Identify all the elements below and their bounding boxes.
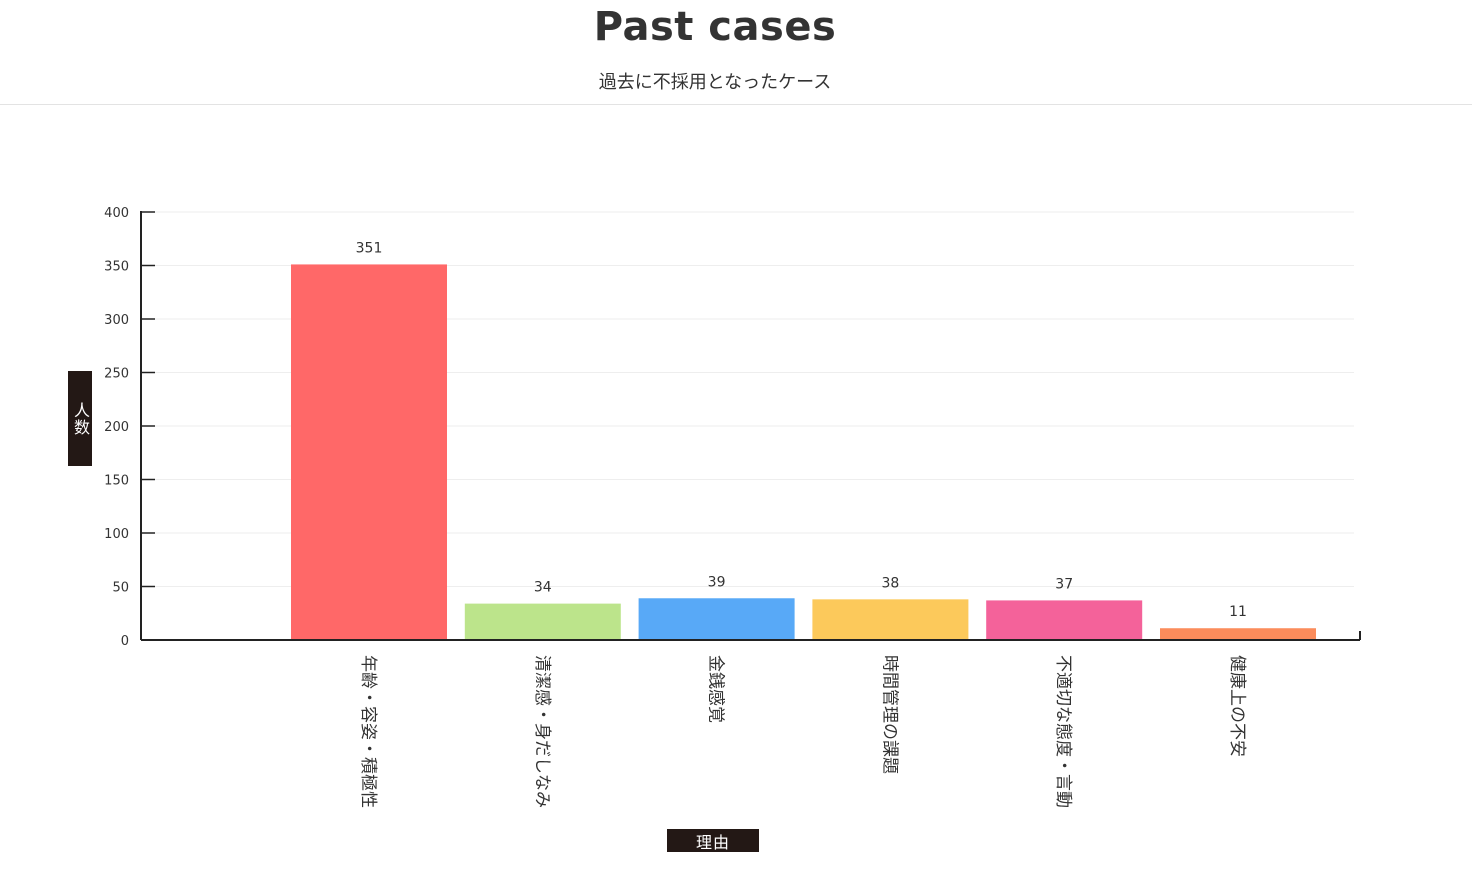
data-label-1: 351 (356, 240, 383, 256)
category-label-2: 清潔感・身だしなみ (532, 655, 552, 808)
chart-y-ticks: 0 50 100 150 200 250 300 350 400 (104, 206, 155, 649)
x-axis-title: 理由 (667, 829, 759, 852)
bar-5 (986, 600, 1143, 640)
category-label-1: 年齢・容姿・積極性 (358, 655, 378, 808)
bar-6 (1160, 628, 1316, 640)
data-label-6: 11 (1229, 604, 1247, 620)
category-label-3: 金銭感覚 (706, 655, 726, 723)
data-label-4: 38 (881, 575, 899, 591)
bar-1 (291, 264, 447, 640)
category-label-5: 不適切な態度・言動 (1053, 655, 1073, 808)
y-tick-label: 0 (121, 634, 129, 649)
chart-data-labels: 351 34 39 38 37 11 (356, 240, 1247, 620)
y-tick-label: 300 (104, 313, 129, 328)
data-label-5: 37 (1055, 576, 1073, 592)
y-axis-title: 人数 (68, 371, 92, 466)
page-header: Past cases 過去に不採用となったケース (0, 0, 1472, 105)
y-tick-label: 350 (104, 260, 129, 275)
chart-bars (291, 264, 1316, 640)
data-label-3: 39 (708, 574, 726, 590)
page-subtitle: 過去に不採用となったケース (598, 72, 832, 93)
y-tick-label: 150 (104, 474, 129, 489)
data-label-2: 34 (534, 580, 552, 596)
chart-category-labels: 年齢・容姿・積極性 清潔感・身だしなみ 金銭感覚 時間管理の課題 不適切な態度・言動 健康… (358, 655, 1247, 808)
y-tick-label: 50 (112, 581, 129, 596)
bar-3 (638, 598, 795, 640)
y-tick-label: 100 (104, 527, 129, 542)
category-label-6: 健康上の不安 (1227, 655, 1247, 757)
y-tick-label: 400 (104, 206, 129, 221)
page-title: Past cases (593, 4, 837, 50)
category-label-4: 時間管理の課題 (879, 655, 899, 774)
y-tick-label: 250 (104, 367, 129, 382)
bar-2 (464, 603, 621, 640)
bar-4 (812, 599, 969, 640)
y-tick-label: 200 (104, 420, 129, 435)
